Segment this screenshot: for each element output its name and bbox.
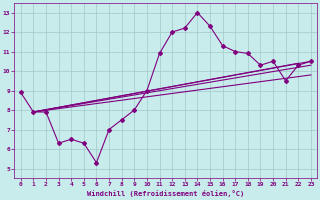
X-axis label: Windchill (Refroidissement éolien,°C): Windchill (Refroidissement éolien,°C) [87, 190, 244, 197]
